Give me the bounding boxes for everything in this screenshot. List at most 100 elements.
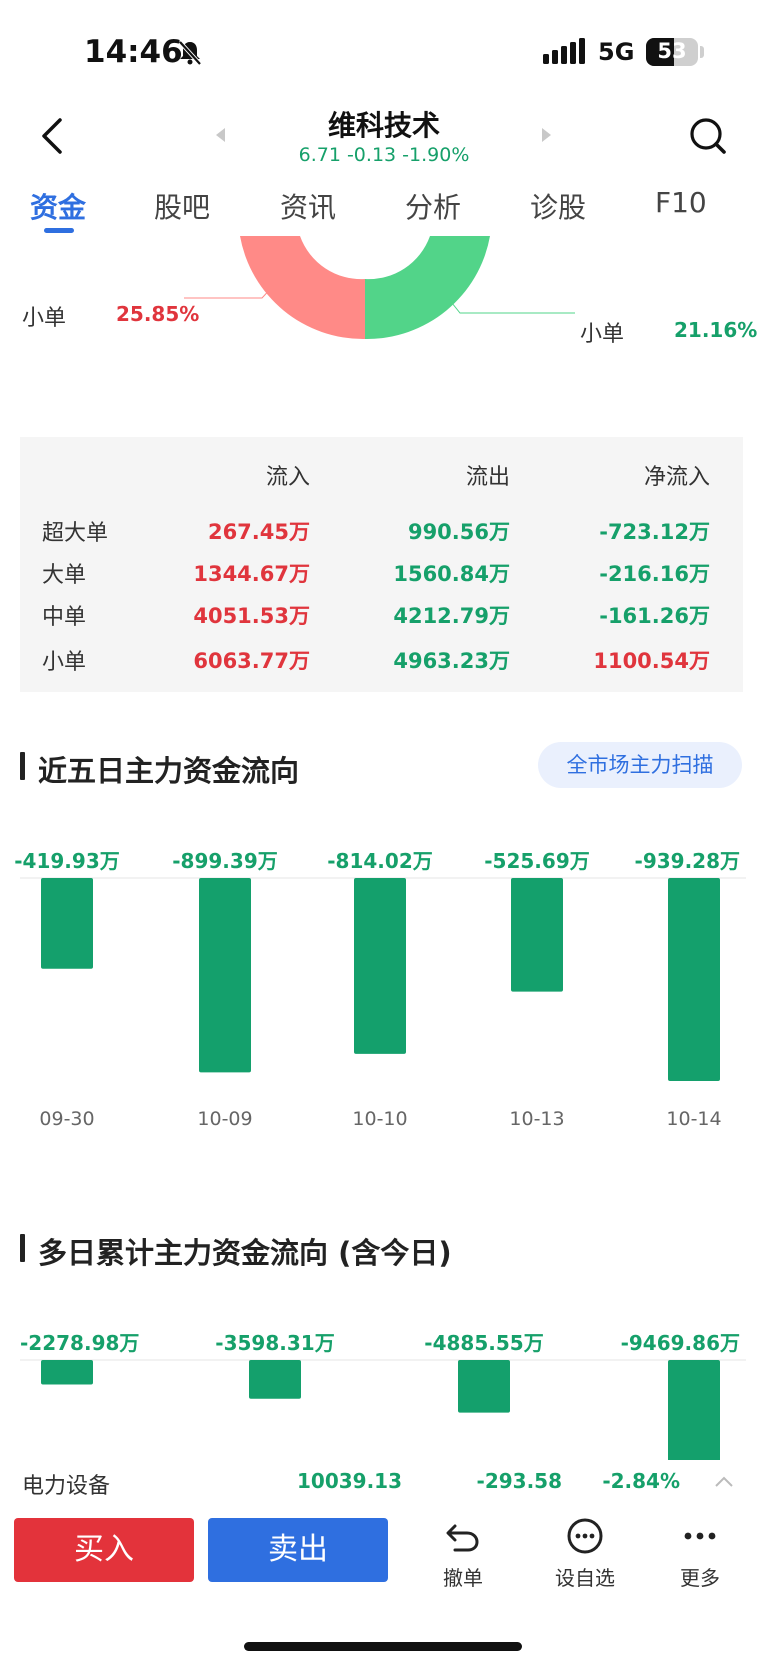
more-button[interactable]: 更多 bbox=[655, 1516, 745, 1596]
sell-button[interactable]: 卖出 bbox=[208, 1518, 388, 1582]
cell-net-l: -216.16万 bbox=[599, 562, 710, 586]
header-outflow: 流出 bbox=[465, 465, 510, 490]
row-label-s: 小单 bbox=[42, 650, 87, 675]
cumulative-chart-container: -2278.98万 -3598.31万 -4885.55万 -9469.86万 bbox=[0, 1312, 768, 1462]
ellipsis-circle-icon bbox=[567, 1518, 603, 1554]
stock-name: 维科技术 bbox=[327, 109, 440, 142]
status-bar: 14:46 5G 53 bbox=[0, 0, 768, 100]
five-day-chart-container: -419.93万 09-30 -899.39万 10-09 -814.02万 10-10 -… bbox=[0, 830, 768, 1130]
market-scan-button[interactable]: 全市场主力扫描 bbox=[538, 742, 742, 788]
cell-net-s: 1100.54万 bbox=[593, 649, 710, 673]
bar-0 bbox=[41, 1360, 93, 1385]
fund-distribution-donut: 小单 25.85% 小单 21.16% bbox=[0, 236, 768, 356]
cell-in-l: 1344.67万 bbox=[193, 562, 310, 586]
cumulative-bar-chart: -2278.98万 -3598.31万 -4885.55万 -9469.86万 bbox=[20, 1331, 746, 1462]
buy-button[interactable]: 买入 bbox=[14, 1518, 194, 1582]
bar-3 bbox=[668, 1360, 720, 1462]
x-tick-label-0: 09-30 bbox=[39, 1108, 94, 1130]
tab-forum[interactable]: 股吧 bbox=[154, 191, 211, 224]
tab-diagnosis[interactable]: 诊股 bbox=[530, 191, 587, 224]
sector-value-2: -293.58 bbox=[476, 1469, 562, 1493]
row-label-xl: 超大单 bbox=[42, 521, 109, 546]
bar-3 bbox=[511, 878, 563, 992]
more-dots-icon bbox=[684, 1532, 716, 1540]
cancel-order-label: 撤单 bbox=[443, 1566, 483, 1590]
x-tick-label-3: 10-13 bbox=[509, 1108, 564, 1130]
tab-f10[interactable]: F10 bbox=[655, 186, 707, 219]
tab-news[interactable]: 资讯 bbox=[280, 191, 337, 224]
bar-value-label-0: -2278.98万 bbox=[20, 1331, 139, 1355]
undo-icon bbox=[446, 1524, 479, 1552]
battery-icon: 53 bbox=[646, 38, 698, 66]
cell-out-l: 1560.84万 bbox=[393, 562, 510, 586]
back-icon[interactable] bbox=[34, 114, 70, 158]
cell-out-m: 4212.79万 bbox=[393, 604, 510, 628]
home-indicator bbox=[244, 1642, 522, 1651]
stock-quote: 6.71 -0.13 -1.90% bbox=[298, 144, 470, 166]
donut-segment-inflow bbox=[240, 236, 365, 340]
add-watchlist-label: 设自选 bbox=[555, 1566, 615, 1590]
bell-muted-icon bbox=[178, 40, 202, 66]
leader-line-right bbox=[447, 297, 575, 314]
battery-level: 53 bbox=[657, 39, 687, 63]
bar-value-label-3: -9469.86万 bbox=[621, 1331, 740, 1355]
cell-in-xl: 267.45万 bbox=[207, 520, 310, 544]
cell-in-m: 4051.53万 bbox=[193, 604, 310, 628]
search-icon[interactable] bbox=[688, 116, 728, 156]
x-tick-label-2: 10-10 bbox=[352, 1108, 407, 1130]
leader-line-left bbox=[184, 283, 276, 299]
tab-funds[interactable]: 资金 bbox=[30, 191, 87, 224]
donut-chart bbox=[184, 236, 575, 340]
header-net: 净流入 bbox=[643, 465, 710, 490]
bar-value-label-1: -3598.31万 bbox=[215, 1331, 334, 1355]
bar-value-label-2: -814.02万 bbox=[327, 849, 432, 873]
network-type: 5G bbox=[598, 38, 635, 66]
battery-fill bbox=[646, 38, 674, 66]
bar-value-label-1: -899.39万 bbox=[172, 849, 277, 873]
bar-1 bbox=[249, 1360, 301, 1399]
sector-row[interactable]: 电力设备 10039.13 -293.58 -2.84% bbox=[0, 1460, 768, 1500]
status-time: 14:46 bbox=[84, 34, 183, 70]
add-watchlist-button[interactable]: 设自选 bbox=[540, 1516, 630, 1596]
bottom-action-bar: 买入 卖出 撤单 设自选 更多 bbox=[0, 1508, 768, 1665]
chevron-up-icon[interactable] bbox=[714, 1476, 734, 1488]
tab-analysis[interactable]: 分析 bbox=[405, 191, 462, 224]
five-day-bar-chart: -419.93万 09-30 -899.39万 10-09 -814.02万 10-10 -… bbox=[14, 849, 746, 1130]
battery-tip bbox=[700, 46, 704, 58]
sector-value-1: 10039.13 bbox=[296, 1469, 402, 1493]
row-label-m: 中单 bbox=[42, 605, 87, 630]
cell-net-xl: -723.12万 bbox=[599, 520, 710, 544]
x-tick-label-4: 10-14 bbox=[666, 1108, 721, 1130]
cell-in-s: 6063.77万 bbox=[193, 649, 310, 673]
bar-4 bbox=[668, 878, 720, 1081]
section-marker bbox=[20, 1234, 25, 1262]
donut-pct-right: 21.16% bbox=[674, 318, 758, 342]
active-tab-indicator bbox=[44, 228, 74, 233]
row-label-l: 大单 bbox=[42, 563, 87, 588]
cumulative-title: 多日累计主力资金流向 (含今日) bbox=[38, 1236, 452, 1270]
bar-value-label-3: -525.69万 bbox=[484, 849, 589, 873]
bar-value-label-0: -419.93万 bbox=[14, 849, 119, 873]
donut-label-left: 小单 bbox=[22, 306, 67, 331]
bar-value-label-4: -939.28万 bbox=[635, 849, 740, 873]
cell-out-s: 4963.23万 bbox=[393, 649, 510, 673]
next-stock-icon[interactable] bbox=[542, 128, 551, 142]
bar-value-label-2: -4885.55万 bbox=[424, 1331, 543, 1355]
prev-stock-icon[interactable] bbox=[216, 128, 225, 142]
donut-label-right: 小单 bbox=[580, 322, 625, 347]
fund-flow-table: 流入 流出 净流入 超大单 267.45万 990.56万 -723.12万 大… bbox=[20, 437, 743, 692]
donut-pct-left: 25.85% bbox=[116, 302, 200, 326]
cancel-order-button[interactable]: 撤单 bbox=[418, 1516, 508, 1596]
cell-out-xl: 990.56万 bbox=[407, 520, 510, 544]
bar-2 bbox=[458, 1360, 510, 1413]
sector-name: 电力设备 bbox=[22, 1474, 111, 1499]
x-tick-label-1: 10-09 bbox=[197, 1108, 252, 1130]
bar-1 bbox=[199, 878, 251, 1073]
cell-net-m: -161.26万 bbox=[599, 604, 710, 628]
bar-0 bbox=[41, 878, 93, 969]
tab-bar: 资金 股吧 资讯 分析 诊股 F10 bbox=[0, 180, 768, 236]
signal-icon bbox=[543, 38, 585, 64]
header-inflow: 流入 bbox=[265, 465, 310, 490]
bar-2 bbox=[354, 878, 406, 1054]
sector-change: -2.84% bbox=[602, 1469, 680, 1493]
